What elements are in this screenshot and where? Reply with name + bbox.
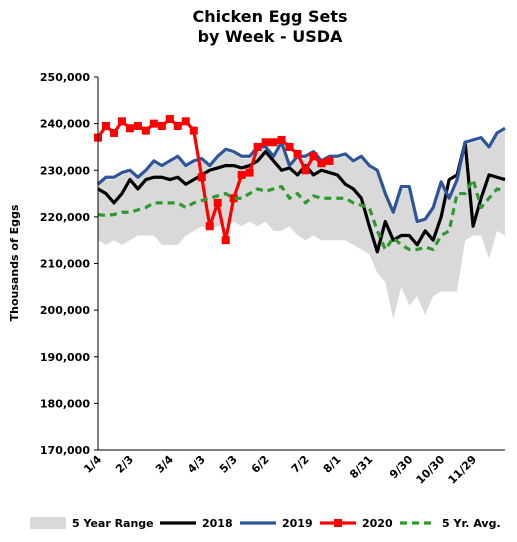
x-tick-label: 4/3 [185,453,208,476]
point [253,142,262,151]
point [173,121,182,130]
legend-label: 2019 [282,517,313,530]
point [309,152,318,161]
point [285,142,294,151]
point [269,138,278,147]
point [117,117,126,126]
x-tick-label: 10/30 [414,453,448,487]
chart-subtitle: by Week - USDA [198,27,343,46]
legend-marker [334,519,342,527]
point [261,138,270,147]
point [205,222,214,231]
point [125,124,134,133]
x-tick-label: 9/30 [387,453,416,482]
x-tick-label: 8/31 [347,453,375,481]
point [277,135,286,144]
y-tick-label: 210,000 [40,258,90,271]
y-tick-label: 250,000 [40,71,90,84]
point [317,159,326,168]
x-tick-label: 11/29 [446,453,480,487]
point [229,194,238,203]
x-tick-label: 8/1 [321,453,344,476]
point [165,114,174,123]
point [101,121,110,130]
y-tick-label: 180,000 [40,397,90,410]
line [97,177,506,252]
point [157,121,166,130]
point [141,126,150,135]
y-tick-label: 190,000 [40,351,90,364]
y-tick-label: 220,000 [40,211,90,224]
chart-title: Chicken Egg Sets [192,7,347,26]
x-tick-label: 2/3 [113,453,136,476]
point [325,156,334,165]
point [197,173,206,182]
x-tick-label: 5/3 [217,453,240,476]
point [245,168,254,177]
y-tick-label: 200,000 [40,304,90,317]
point [213,198,222,207]
y-tick-label: 240,000 [40,118,90,131]
legend-label: 2018 [202,517,233,530]
legend-label: 5 Yr. Avg. [442,517,501,530]
y-tick-label: 170,000 [40,444,90,457]
legend-label: 2020 [362,517,393,530]
point [109,128,118,137]
y-axis-label: Thousands of Eggs [8,204,21,321]
legend-swatch [30,517,66,529]
point [149,119,158,128]
point [133,121,142,130]
y-tick-label: 230,000 [40,164,90,177]
point [301,166,310,175]
point [237,170,246,179]
legend-label: 5 Year Range [72,517,154,530]
point [293,149,302,158]
point [189,126,198,135]
point [221,236,230,245]
x-tick-label: 6/2 [249,453,272,476]
x-tick-label: 3/4 [153,453,176,476]
point [181,117,190,126]
x-tick-label: 7/2 [289,453,312,476]
